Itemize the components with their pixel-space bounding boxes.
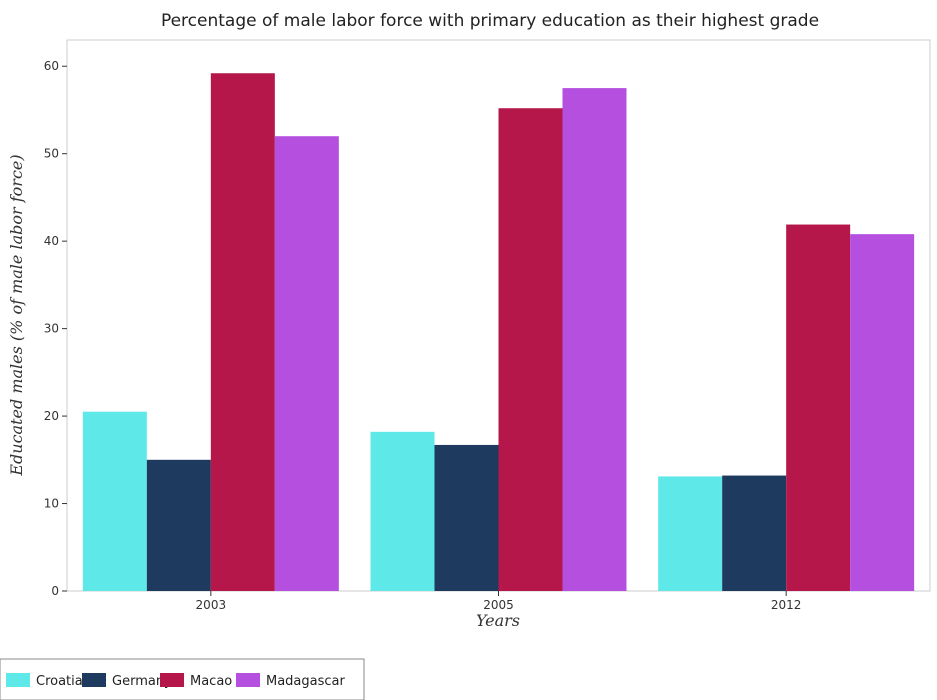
bar-macao-2005 xyxy=(498,108,563,591)
y-tick-label: 0 xyxy=(51,584,59,598)
legend-label-macao: Macao xyxy=(190,674,232,689)
legend-swatch-macao xyxy=(160,673,184,687)
y-tick-label: 30 xyxy=(44,322,59,336)
y-tick-label: 20 xyxy=(44,409,59,423)
bar-madagascar-2012 xyxy=(850,234,915,591)
bar-germany-2005 xyxy=(434,444,499,591)
bars xyxy=(82,73,915,592)
bar-macao-2012 xyxy=(786,224,851,592)
legend-label-germany: Germany xyxy=(112,674,172,689)
bar-macao-2003 xyxy=(210,73,275,591)
bar-madagascar-2003 xyxy=(274,136,339,591)
legend-swatch-germany xyxy=(82,673,106,687)
x-tick-label: 2003 xyxy=(196,598,227,612)
legend-label-madagascar: Madagascar xyxy=(266,674,346,689)
bar-madagascar-2005 xyxy=(562,88,627,591)
legend-swatch-croatia xyxy=(6,673,30,687)
y-tick-label: 60 xyxy=(44,59,59,73)
legend-swatch-madagascar xyxy=(236,673,260,687)
legend: Croatia Germany Macao Madagascar xyxy=(0,658,365,700)
bar-croatia-2003 xyxy=(82,411,147,591)
legend-label-croatia: Croatia xyxy=(36,674,83,689)
x-tick-label: 2005 xyxy=(483,598,514,612)
x-axis-label: Years xyxy=(476,611,520,630)
bar-croatia-2005 xyxy=(370,431,435,591)
y-tick-label: 50 xyxy=(44,147,59,161)
y-tick-label: 10 xyxy=(44,497,59,511)
x-tick-label: 2012 xyxy=(771,598,802,612)
bar-germany-2012 xyxy=(722,475,787,591)
y-axis-ticks: 0 10 20 30 40 50 60 xyxy=(44,59,67,598)
bar-germany-2003 xyxy=(146,459,211,591)
x-axis-ticks: 2003 2005 2012 xyxy=(196,591,802,612)
bar-croatia-2012 xyxy=(658,476,723,591)
chart-title: Percentage of male labor force with prim… xyxy=(161,11,819,31)
y-tick-label: 40 xyxy=(44,234,59,248)
y-axis-label: Educated males (% of male labor force) xyxy=(7,154,26,476)
